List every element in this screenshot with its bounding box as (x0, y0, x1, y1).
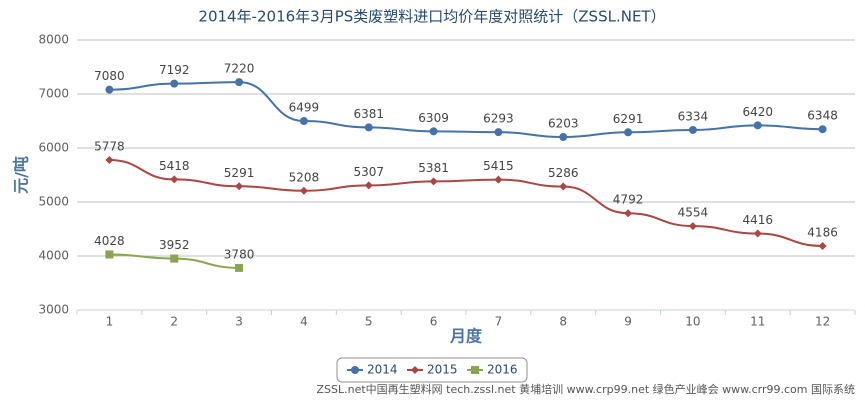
marker (429, 127, 438, 136)
data-label: 5381 (418, 161, 449, 175)
marker (235, 182, 244, 191)
marker (494, 128, 503, 137)
x-tick-label: 11 (750, 315, 765, 329)
legend-label: 2015 (427, 363, 458, 377)
marker (411, 366, 419, 374)
legend-box (336, 357, 528, 383)
series-line (109, 81, 823, 139)
marker (299, 117, 308, 126)
data-label: 6348 (807, 109, 838, 123)
data-label: 6334 (678, 109, 709, 123)
y-tick-label: 4000 (38, 249, 69, 263)
legend-label: 2016 (487, 363, 518, 377)
data-label: 6381 (353, 107, 384, 121)
data-label: 3780 (224, 247, 255, 261)
series-line (109, 158, 823, 247)
x-tick-label: 8 (559, 315, 567, 329)
marker (494, 175, 503, 184)
data-label: 4028 (94, 234, 125, 248)
marker (170, 79, 179, 88)
x-tick-label: 3 (235, 315, 243, 329)
x-tick-label: 9 (624, 315, 632, 329)
marker (429, 177, 438, 186)
data-label: 6309 (418, 111, 449, 125)
marker (559, 182, 568, 191)
data-label: 5778 (94, 139, 125, 153)
marker (299, 186, 308, 195)
marker (818, 125, 827, 134)
data-label: 7192 (159, 63, 190, 77)
data-label: 5415 (483, 159, 514, 173)
marker (364, 123, 373, 132)
data-label: 5307 (353, 165, 384, 179)
marker (351, 366, 359, 374)
data-label: 6420 (742, 105, 773, 119)
data-label: 4792 (613, 193, 644, 207)
marker (753, 121, 762, 130)
data-label: 6293 (483, 112, 514, 126)
x-tick-label: 10 (685, 315, 700, 329)
marker (624, 209, 633, 218)
marker (170, 254, 179, 263)
x-tick-label: 4 (300, 315, 308, 329)
x-tick-label: 6 (430, 315, 438, 329)
y-tick-label: 7000 (38, 87, 69, 101)
legend-label: 2014 (367, 363, 398, 377)
marker (471, 366, 479, 374)
marker (105, 155, 114, 164)
y-tick-label: 5000 (38, 195, 69, 209)
data-label: 4186 (807, 225, 838, 239)
marker (364, 181, 373, 190)
credits: ZSSL.net中国再生塑料网 tech.zssl.net 黄埔培训 www.c… (316, 382, 855, 396)
x-tick-label: 12 (815, 315, 830, 329)
y-tick-label: 6000 (38, 141, 69, 155)
data-label: 6291 (613, 112, 644, 126)
marker (105, 85, 114, 94)
y-tick-label: 3000 (38, 303, 69, 317)
marker (688, 222, 697, 231)
data-label: 5291 (224, 166, 255, 180)
data-label: 7080 (94, 69, 125, 83)
y-axis-title: 元/吨 (12, 156, 31, 194)
data-label: 5418 (159, 159, 190, 173)
chart-title: 2014年-2016年3月PS类废塑料进口均价年度对照统计（ZSSL.NET） (198, 8, 665, 26)
marker (105, 250, 114, 259)
marker (235, 78, 244, 87)
data-label: 7220 (224, 62, 255, 76)
marker (624, 128, 633, 137)
x-tick-label: 1 (106, 315, 114, 329)
data-label: 6203 (548, 117, 579, 131)
marker (170, 175, 179, 184)
marker (235, 263, 244, 272)
x-tick-label: 5 (365, 315, 373, 329)
x-axis-title: 月度 (449, 327, 483, 346)
data-label: 3952 (159, 238, 190, 252)
marker (559, 133, 568, 142)
data-label: 5208 (289, 170, 320, 184)
data-label: 5286 (548, 166, 579, 180)
y-tick-label: 8000 (38, 33, 69, 47)
marker (753, 229, 762, 238)
x-tick-label: 7 (495, 315, 503, 329)
x-tick-label: 2 (170, 315, 178, 329)
marker (818, 241, 827, 250)
marker (688, 125, 697, 134)
data-label: 4416 (742, 213, 773, 227)
data-label: 6499 (289, 101, 320, 115)
data-label: 4554 (678, 206, 709, 220)
